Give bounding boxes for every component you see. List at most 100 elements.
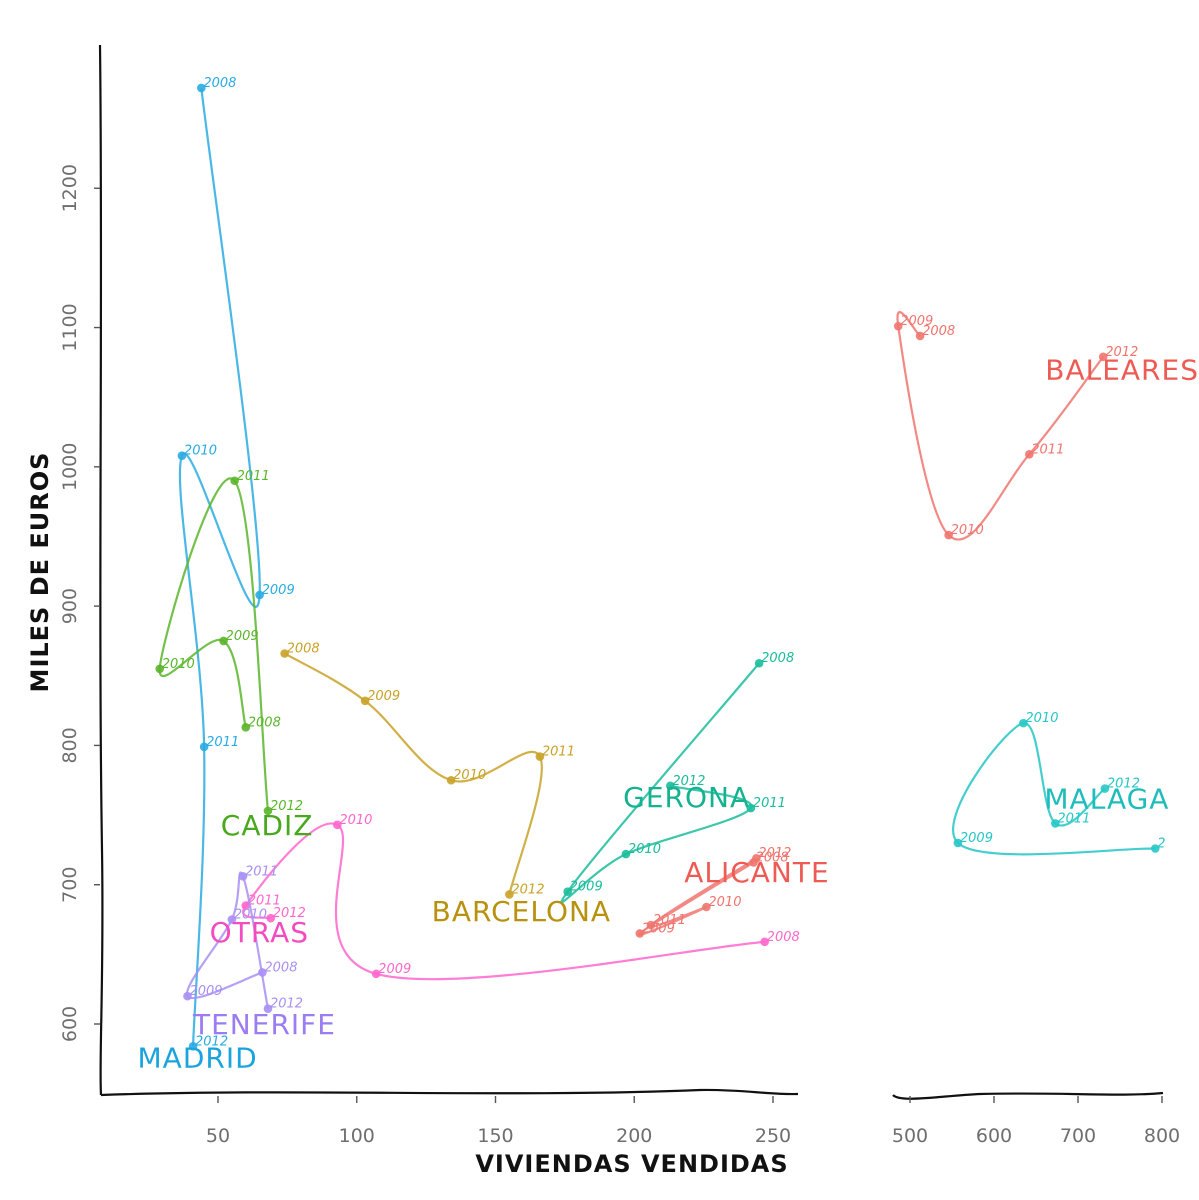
- year-label-gerona-2011: 2011: [753, 796, 786, 811]
- year-label-madrid-2010: 2010: [184, 444, 217, 459]
- year-label-gerona-2008: 2008: [761, 651, 794, 666]
- x-tick-label: 100: [339, 1125, 375, 1147]
- year-label-gerona-2012: 2012: [672, 774, 705, 789]
- year-label-gerona-2010: 2010: [628, 842, 661, 857]
- x-tick-label: 800: [1144, 1125, 1180, 1147]
- year-label-otras-2011: 2011: [248, 894, 281, 909]
- region-label-baleares: BALEARES: [1045, 353, 1199, 386]
- year-label-malaga-2008: 2: [1157, 836, 1165, 851]
- region-label-malaga: MALAGA: [1044, 782, 1169, 815]
- point-otras-2011: [241, 901, 251, 910]
- year-label-tenerife-2011: 2011: [245, 864, 278, 879]
- point-madrid-2012: [188, 1041, 198, 1051]
- point-cadiz-2008: [241, 723, 251, 732]
- series-line-madrid: [178, 87, 261, 1047]
- region-label-otras: OTRAS: [210, 916, 309, 949]
- year-label-malaga-2009: 2009: [960, 831, 993, 846]
- point-otras-2010: [333, 820, 342, 830]
- axes: 600 700 800 900 1000 1100 1200 50 100 150 200 250 50…: [59, 44, 1180, 1147]
- point-alicante-2012: [752, 853, 761, 863]
- year-label-alicante-2008: 2008: [756, 850, 789, 865]
- region-label-barcelona: BARCELONA: [432, 895, 611, 928]
- series-layer: 2008200920102011201220082009201020112012…: [155, 76, 1166, 1051]
- year-label-cadiz-2012: 2012: [270, 799, 303, 814]
- point-alicante-2010: [702, 902, 711, 912]
- point-madrid-2009: [255, 590, 264, 600]
- y-tick-label: 700: [59, 867, 81, 903]
- point-barcelona-2009: [360, 696, 370, 706]
- x-axis-title: VIVIENDAS VENDIDAS: [475, 1150, 788, 1178]
- point-tenerife-2011: [238, 872, 248, 881]
- point-tenerife-2012: [263, 1004, 273, 1013]
- series-line-gerona: [560, 662, 760, 904]
- region-label-tenerife: TENERIFE: [192, 1008, 336, 1041]
- point-barcelona-2012: [505, 890, 514, 899]
- point-cadiz-2009: [219, 636, 228, 646]
- point-barcelona-2010: [446, 775, 456, 785]
- point-cadiz-2012: [263, 806, 273, 816]
- point-tenerife-2010: [227, 915, 237, 924]
- point-otras-2012: [266, 913, 276, 923]
- year-label-tenerife-2008: 2008: [264, 960, 297, 975]
- point-cadiz-2011: [230, 476, 239, 486]
- year-label-otras-2012: 2012: [273, 906, 306, 921]
- year-label-barcelona-2009: 2009: [367, 689, 400, 704]
- year-label-alicante-2010: 2010: [708, 895, 741, 910]
- y-tick-label: 600: [59, 1006, 81, 1042]
- y-tick-label: 800: [59, 727, 81, 763]
- year-label-tenerife-2012: 2012: [270, 997, 303, 1012]
- point-otras-2008: [760, 937, 769, 947]
- region-label-cadiz: CADIZ: [221, 809, 314, 842]
- point-barcelona-2011: [535, 752, 545, 761]
- year-label-madrid-2012: 2012: [195, 1034, 228, 1049]
- year-label-madrid-2008: 2008: [203, 76, 236, 91]
- year-label-baleares-2012: 2012: [1105, 345, 1138, 360]
- y-tick-label: 1200: [59, 164, 81, 212]
- y-axis-title: MILES DE EUROS: [26, 452, 54, 693]
- region-label-gerona: GERONA: [623, 781, 750, 814]
- point-malaga-2012: [1100, 784, 1110, 793]
- year-label-tenerife-2009: 2009: [189, 984, 222, 999]
- year-label-cadiz-2008: 2008: [248, 715, 281, 730]
- point-baleares-2012: [1098, 352, 1108, 362]
- x-tick-label: 600: [976, 1125, 1012, 1147]
- year-label-barcelona-2011: 2011: [542, 745, 575, 760]
- y-tick-label: 900: [59, 588, 81, 624]
- year-label-barcelona-2010: 2010: [453, 768, 486, 783]
- year-label-gerona-2009: 2009: [570, 880, 603, 895]
- region-label-alicante: ALICANTE: [684, 856, 829, 889]
- point-gerona-2011: [746, 803, 756, 813]
- year-label-madrid-2009: 2009: [262, 583, 295, 598]
- year-label-cadiz-2010: 2010: [162, 657, 195, 672]
- year-label-malaga-2010: 2010: [1025, 711, 1058, 726]
- point-madrid-2010: [177, 451, 187, 460]
- series-line-cadiz: [158, 477, 270, 811]
- point-baleares-2009: [893, 321, 903, 331]
- year-label-barcelona-2008: 2008: [287, 641, 320, 656]
- x-tick-label: 150: [477, 1125, 513, 1147]
- x-axis-line-right: [892, 1091, 1164, 1100]
- point-baleares-2011: [1024, 450, 1034, 459]
- year-label-otras-2008: 2008: [767, 930, 800, 945]
- year-label-baleares-2010: 2010: [951, 523, 984, 538]
- year-label-baleares-2011: 2011: [1031, 442, 1064, 457]
- region-label-madrid: MADRID: [138, 1041, 258, 1074]
- x-axis-line-left: [100, 1088, 799, 1097]
- point-tenerife-2008: [258, 968, 267, 977]
- point-malaga-2008: [1150, 844, 1160, 853]
- point-malaga-2010: [1019, 718, 1028, 728]
- year-label-madrid-2011: 2011: [206, 735, 239, 750]
- point-malaga-2011: [1051, 819, 1060, 828]
- year-label-barcelona-2012: 2012: [511, 882, 544, 897]
- year-label-alicante-2011: 2011: [653, 913, 686, 928]
- point-alicante-2009: [635, 929, 645, 938]
- year-label-malaga-2011: 2011: [1057, 811, 1090, 826]
- x-tick-label: 500: [892, 1125, 928, 1147]
- year-label-otras-2010: 2010: [339, 813, 372, 828]
- year-label-alicante-2012: 2012: [758, 846, 791, 861]
- labels-layer: MADRID CADIZ BARCELONA GERONA ALICANTE OTRAS T…: [138, 353, 1199, 1074]
- y-tick-label: 1000: [59, 443, 81, 491]
- x-tick-label: 250: [755, 1125, 791, 1147]
- year-label-cadiz-2011: 2011: [237, 469, 270, 484]
